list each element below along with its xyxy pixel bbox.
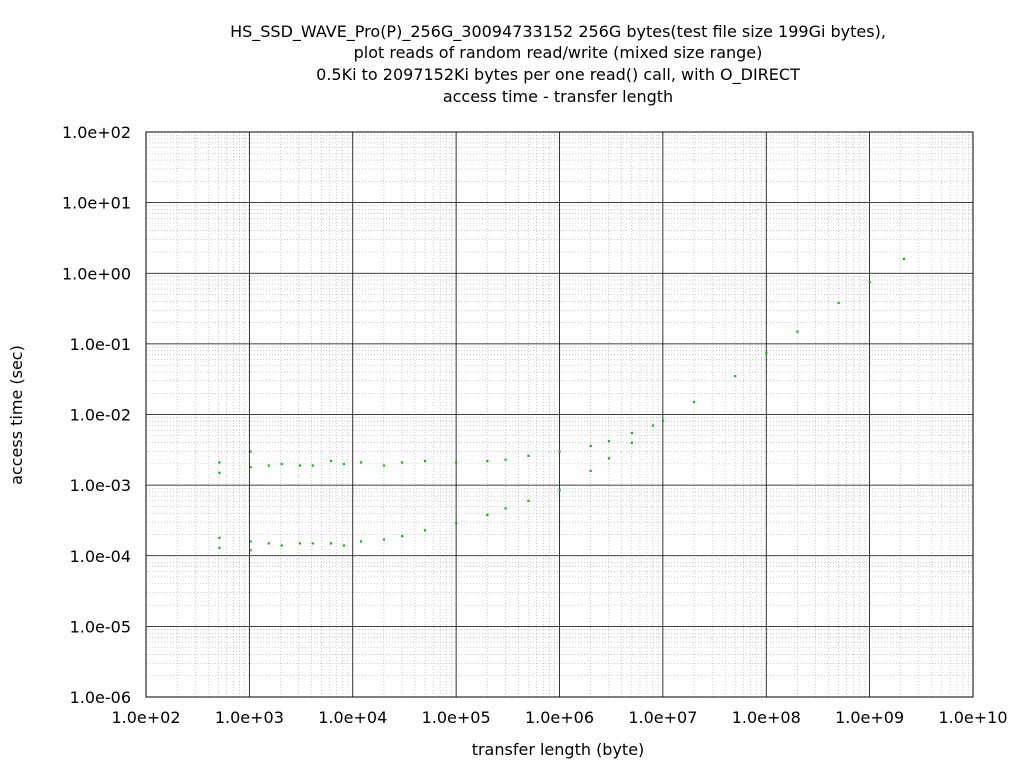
data-point bbox=[382, 538, 386, 541]
x-axis-label: transfer length (byte) bbox=[472, 740, 645, 759]
y-tick-label: 1.0e-01 bbox=[70, 335, 131, 354]
data-point bbox=[765, 351, 768, 354]
data-point bbox=[734, 375, 737, 378]
data-point bbox=[796, 330, 799, 333]
data-point bbox=[607, 457, 611, 460]
data-point bbox=[401, 535, 404, 538]
data-point bbox=[267, 464, 270, 467]
data-point bbox=[504, 458, 507, 461]
data-point bbox=[902, 257, 906, 261]
x-tick-label: 1.0e+07 bbox=[628, 708, 697, 727]
plot-frame bbox=[145, 131, 974, 698]
data-point bbox=[558, 489, 561, 492]
data-point bbox=[298, 542, 301, 545]
y-tick-labels: 1.0e+02 1.0e+01 1.0e+00 1.0e-01 1.0e-02 1.0e-… bbox=[62, 123, 131, 707]
title-line-4: access time - transfer length bbox=[443, 87, 673, 106]
data-point bbox=[527, 454, 530, 458]
data-points bbox=[218, 257, 906, 552]
x-tick-label: 1.0e+06 bbox=[525, 708, 594, 727]
y-tick-label: 1.0e-04 bbox=[70, 547, 131, 566]
y-tick-label: 1.0e+02 bbox=[62, 123, 131, 142]
title-line-2: plot reads of random read/write (mixed s… bbox=[354, 43, 763, 62]
data-point bbox=[342, 462, 345, 466]
x-tick-label: 1.0e+04 bbox=[318, 708, 387, 727]
data-point bbox=[382, 464, 386, 467]
data-point bbox=[249, 540, 252, 543]
data-point bbox=[837, 301, 840, 305]
data-point bbox=[342, 544, 345, 547]
data-point bbox=[455, 522, 458, 525]
data-point bbox=[558, 450, 561, 453]
data-point bbox=[218, 536, 221, 539]
data-point bbox=[249, 450, 252, 453]
data-point bbox=[651, 424, 655, 427]
y-tick-label: 1.0e+00 bbox=[62, 264, 131, 283]
y-axis-label: access time (sec) bbox=[7, 345, 26, 485]
data-point bbox=[311, 464, 314, 467]
data-point bbox=[280, 462, 283, 466]
data-point bbox=[249, 549, 252, 552]
data-point bbox=[329, 459, 333, 463]
data-point bbox=[298, 464, 301, 467]
y-tick-label: 1.0e-02 bbox=[70, 406, 131, 425]
data-point bbox=[630, 431, 633, 435]
y-tick-label: 1.0e-03 bbox=[70, 476, 131, 495]
data-point bbox=[868, 281, 871, 284]
x-tick-label: 1.0e+08 bbox=[732, 708, 801, 727]
data-point bbox=[249, 466, 252, 469]
data-point bbox=[486, 513, 489, 517]
data-point bbox=[424, 529, 427, 532]
data-point bbox=[607, 440, 611, 443]
data-point bbox=[329, 542, 333, 545]
y-tick-label: 1.0e+01 bbox=[62, 194, 131, 213]
data-point bbox=[589, 444, 592, 448]
x-tick-labels: 1.0e+02 1.0e+03 1.0e+04 1.0e+05 1.0e+06 1.0e+… bbox=[111, 708, 1007, 727]
data-point bbox=[359, 540, 363, 543]
x-tick-label: 1.0e+02 bbox=[111, 708, 180, 727]
data-point bbox=[527, 499, 530, 502]
data-point bbox=[661, 419, 665, 422]
data-point bbox=[280, 544, 283, 547]
data-point bbox=[218, 461, 221, 464]
data-point bbox=[630, 441, 633, 444]
data-point bbox=[267, 542, 270, 545]
y-tick-label: 1.0e-05 bbox=[70, 617, 131, 636]
title-line-3: 0.5Ki to 2097152Ki bytes per one read() … bbox=[316, 65, 800, 85]
data-point bbox=[401, 461, 404, 464]
title-line-1: HS_SSD_WAVE_Pro(P)_256G_30094733152 256G… bbox=[230, 22, 886, 42]
data-point bbox=[455, 461, 458, 464]
data-point bbox=[311, 542, 314, 545]
x-tick-label: 1.0e+03 bbox=[215, 708, 284, 727]
data-point bbox=[218, 546, 221, 549]
data-point bbox=[486, 459, 489, 463]
x-tick-label: 1.0e+09 bbox=[835, 708, 904, 727]
x-tick-label: 1.0e+05 bbox=[422, 708, 491, 727]
chart-title: HS_SSD_WAVE_Pro(P)_256G_30094733152 256G… bbox=[230, 22, 886, 106]
x-tick-label: 1.0e+10 bbox=[938, 708, 1007, 727]
data-point bbox=[504, 507, 507, 510]
data-point bbox=[218, 471, 221, 474]
data-point bbox=[692, 401, 696, 404]
y-tick-label: 1.0e-06 bbox=[70, 688, 131, 707]
major-grid bbox=[145, 131, 974, 698]
data-point bbox=[359, 461, 363, 464]
data-point bbox=[589, 469, 592, 472]
data-point bbox=[424, 459, 427, 463]
